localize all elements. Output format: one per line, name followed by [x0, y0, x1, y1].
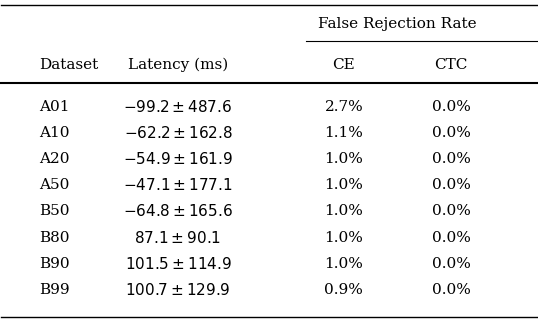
- Text: 0.0%: 0.0%: [431, 257, 470, 271]
- Text: $101.5 \pm 114.9$: $101.5 \pm 114.9$: [124, 256, 231, 272]
- Text: 0.9%: 0.9%: [324, 283, 363, 297]
- Text: Dataset: Dataset: [39, 58, 98, 72]
- Text: A20: A20: [39, 152, 69, 166]
- Text: 0.0%: 0.0%: [431, 152, 470, 166]
- Text: $-54.9 \pm 161.9$: $-54.9 \pm 161.9$: [123, 151, 233, 167]
- Text: 0.0%: 0.0%: [431, 231, 470, 245]
- Text: $100.7 \pm 129.9$: $100.7 \pm 129.9$: [125, 282, 231, 298]
- Text: 1.0%: 1.0%: [324, 231, 363, 245]
- Text: 0.0%: 0.0%: [431, 126, 470, 140]
- Text: 0.0%: 0.0%: [431, 178, 470, 192]
- Text: 1.0%: 1.0%: [324, 178, 363, 192]
- Text: 0.0%: 0.0%: [431, 100, 470, 114]
- Text: 1.0%: 1.0%: [324, 257, 363, 271]
- Text: B80: B80: [39, 231, 69, 245]
- Text: $-64.8 \pm 165.6$: $-64.8 \pm 165.6$: [123, 204, 233, 219]
- Text: CE: CE: [332, 58, 355, 72]
- Text: 0.0%: 0.0%: [431, 204, 470, 218]
- Text: A10: A10: [39, 126, 69, 140]
- Text: B90: B90: [39, 257, 69, 271]
- Text: 1.0%: 1.0%: [324, 204, 363, 218]
- Text: $87.1 \pm 90.1$: $87.1 \pm 90.1$: [134, 230, 222, 246]
- Text: 0.0%: 0.0%: [431, 283, 470, 297]
- Text: False Rejection Rate: False Rejection Rate: [318, 17, 477, 31]
- Text: A01: A01: [39, 100, 69, 114]
- Text: $-99.2 \pm 487.6$: $-99.2 \pm 487.6$: [123, 99, 232, 115]
- Text: B50: B50: [39, 204, 69, 218]
- Text: CTC: CTC: [434, 58, 468, 72]
- Text: 1.1%: 1.1%: [324, 126, 363, 140]
- Text: $-47.1 \pm 177.1$: $-47.1 \pm 177.1$: [123, 177, 233, 193]
- Text: B99: B99: [39, 283, 69, 297]
- Text: $-62.2 \pm 162.8$: $-62.2 \pm 162.8$: [124, 125, 232, 141]
- Text: 1.0%: 1.0%: [324, 152, 363, 166]
- Text: Latency (ms): Latency (ms): [128, 58, 228, 72]
- Text: 2.7%: 2.7%: [324, 100, 363, 114]
- Text: A50: A50: [39, 178, 69, 192]
